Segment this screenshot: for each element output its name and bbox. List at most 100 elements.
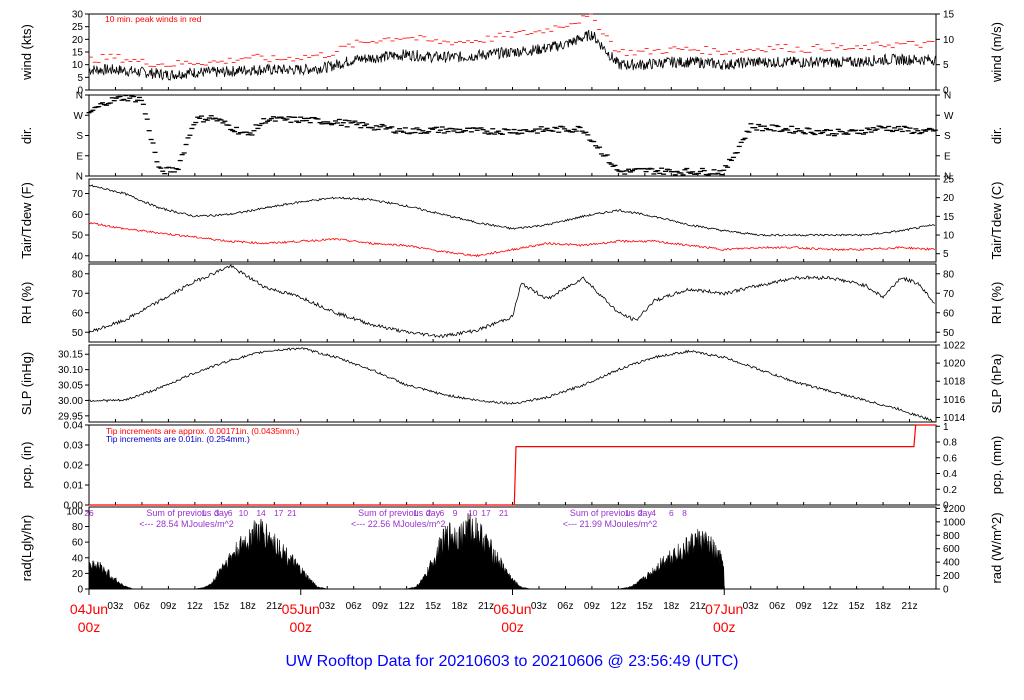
panel-rh: 50 60 70 80 50 60 70 80 RH (%) RH (%) [19,263,1004,343]
x-tick-label: 15z [849,601,865,612]
rad-hour-mark: 10 [468,508,478,518]
rad-hour-mark: 21 [287,508,297,518]
panel-rad: 020406080100020040060080010001200rad(Lgl… [19,504,1004,596]
pcp-annotation: Tip increments are approx. 0.00171in. (0… [106,426,300,436]
rad-hour-mark: 10 [239,508,249,518]
x-tick-label: 03z [107,601,123,612]
rad-hour-mark: 21 [499,508,509,518]
rad-hour-mark: 1 [201,508,206,518]
y-tick-label-right: 0 [943,86,949,97]
y-tick-label-right: 25 [943,175,955,186]
rad-sum-value: <--- 22.56 MJoules/m^2 [351,519,446,529]
rad-hour-mark: 4 [651,508,656,518]
y-tick-label: 15 [72,48,84,59]
x-tick-label: 21z [901,601,917,612]
x-tick-label: 18z [663,601,679,612]
date-time-label: 00z [78,619,101,635]
series-line-RH [88,264,936,339]
date-label: 06Jun [493,601,531,617]
x-tick-label: 09z [796,601,812,612]
y-axis-label-right: SLP (hPa) [989,354,1004,414]
panel-frame [88,94,937,177]
y-tick-label: 0.03 [64,441,84,452]
y-axis-label: SLP (inHg) [19,352,34,415]
x-tick-label: 12z [399,601,415,612]
rad-hour-mark: 2 [426,508,431,518]
y-tick-label-right: 1000 [943,517,966,528]
x-tick-label: 03z [319,601,335,612]
y-tick-label-right: 800 [943,531,960,542]
y-tick-label: 30.05 [58,381,83,392]
y-tick-label: 80 [72,269,84,280]
x-tick-label: 15z [637,601,653,612]
y-axis-label: RH (%) [19,282,34,325]
rad-hour-mark: 17 [481,508,491,518]
y-tick-label: 30.10 [58,365,83,376]
y-tick-label-right: 0.8 [943,438,957,449]
y-tick-label-right: W [944,111,954,122]
series-line-Tair [88,184,936,237]
date-time-label: 00z [713,619,736,635]
x-tick-label: 18z [875,601,891,612]
y-tick-label: 0 [77,86,83,97]
y-tick-label-right: 0 [943,501,949,512]
y-tick-label-right: 10 [943,231,955,242]
x-tick-label: 18z [452,601,468,612]
figure-title: UW Rooftop Data for 20210603 to 20210606… [286,653,739,670]
panel-temp: 40 50 60 70 5 10 15 20 25 Tair/Tdew (F) Tair/Tdew … [19,175,1004,263]
x-tick-label: 21z [266,601,282,612]
y-tick-label: 0.02 [64,461,84,472]
y-tick-label-right: 15 [943,10,955,21]
y-tick-label: 100 [66,506,83,517]
y-tick-label: 0 [77,585,83,596]
precip-line [89,424,936,506]
y-tick-label: 60 [72,538,84,549]
y-tick-label-right: 0.4 [943,469,957,480]
y-tick-label: 60 [72,210,84,221]
y-axis-label-right: RH (%) [989,282,1004,325]
y-tick-label: 0.00 [64,501,84,512]
y-axis-label-right: dir. [989,127,1004,144]
y-axis-label-right: pcp. (mm) [989,436,1004,495]
y-tick-label-right: 0.6 [943,453,957,464]
x-tick-label: 06z [769,601,785,612]
y-tick-label: N [76,172,83,183]
series-line-Tdew [88,221,936,258]
y-tick-label: N [76,91,83,102]
rad-hour-mark: 9 [453,508,458,518]
rad-hour-mark: 2 [638,508,643,518]
y-tick-label: E [76,151,83,162]
y-tick-label: 20 [72,35,84,46]
y-axis-label: rad(Lgly/hr) [19,515,34,581]
y-tick-label-right: 0 [943,585,949,596]
y-axis-label-right: Tair/Tdew (C) [989,181,1004,259]
y-tick-label-right: 1 [943,422,949,433]
y-tick-label: 50 [72,231,84,242]
y-tick-label: 60 [72,308,84,319]
panel-frame [88,344,937,423]
x-tick-label: 12z [610,601,626,612]
y-axis-label-right: rad (W/m^2) [989,512,1004,583]
panel-frame [88,178,937,263]
y-axis-label: Tair/Tdew (F) [19,182,34,259]
y-tick-label: 80 [72,522,84,533]
y-tick-label-right: 600 [943,544,960,555]
y-tick-label-right: N [944,91,951,102]
date-time-label: 00z [289,619,312,635]
x-tick-label: 06z [346,601,362,612]
x-tick-label: 09z [584,601,600,612]
y-tick-label: 30 [72,10,84,21]
x-tick-label: 09z [160,601,176,612]
date-time-label: 00z [501,619,524,635]
y-tick-label-right: 1022 [943,341,966,352]
rad-hour-mark: 6 [440,508,445,518]
x-tick-label: 15z [213,601,229,612]
y-tick-label-right: 200 [943,571,960,582]
y-tick-label: 40 [72,251,84,262]
y-tick-label-right: 70 [943,289,955,300]
rad-hour-mark: 1 [413,508,418,518]
y-tick-label-right: 1014 [943,413,966,424]
y-tick-label-right: 20 [943,193,955,204]
series-line-mean [88,30,937,81]
